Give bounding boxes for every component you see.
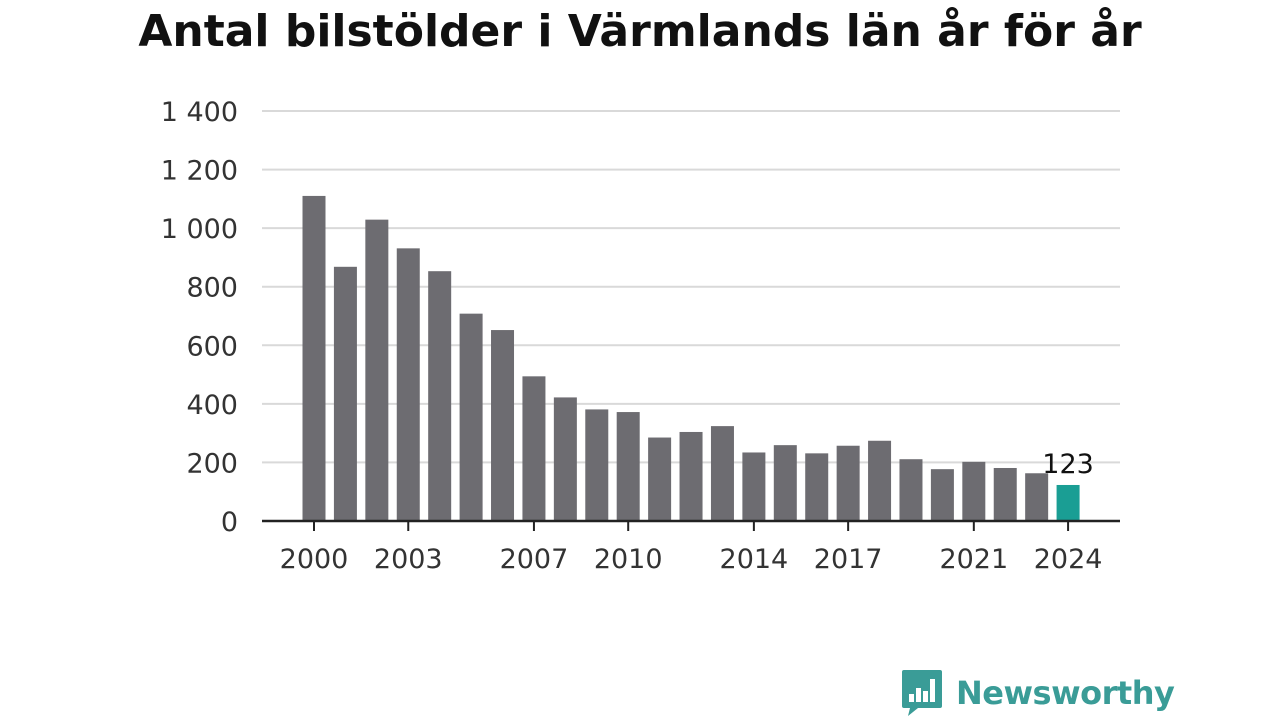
data-labels: 123 — [1042, 449, 1094, 480]
bar-2013 — [710, 426, 734, 521]
bar-2011 — [648, 437, 672, 521]
y-tick-label: 1 000 — [161, 214, 238, 245]
bar-2007 — [522, 376, 546, 521]
bar-2008 — [553, 397, 577, 521]
newsworthy-logo: Newsworthy — [902, 670, 1175, 716]
bar-2002 — [365, 219, 389, 521]
bar-2021 — [962, 461, 986, 521]
bar-2018 — [868, 440, 892, 521]
y-tick-label: 400 — [186, 390, 238, 421]
x-tick-label: 2014 — [720, 544, 789, 575]
x-tick-label: 2010 — [594, 544, 663, 575]
bar-2023 — [1025, 473, 1049, 521]
newsworthy-logo-text: Newsworthy — [956, 674, 1175, 712]
bar-2004 — [428, 271, 452, 521]
bar-2006 — [491, 330, 515, 521]
bars — [302, 195, 1080, 521]
bar-2015 — [773, 445, 797, 521]
x-tick-label: 2007 — [500, 544, 569, 575]
y-tick-label: 800 — [186, 273, 238, 304]
y-tick-label: 600 — [186, 331, 238, 362]
bar-2019 — [899, 459, 923, 521]
data-label-2024: 123 — [1042, 449, 1094, 480]
y-tick-label: 200 — [186, 448, 238, 479]
gridlines — [262, 110, 1120, 464]
x-axis-ticks: 2000 2003 2007 2010 2014 2017 2021 2024 — [280, 521, 1103, 575]
bar-2022 — [993, 467, 1017, 521]
bar-2001 — [333, 266, 357, 521]
x-tick-label: 2021 — [939, 544, 1008, 575]
y-tick-label: 1 200 — [161, 156, 238, 187]
x-tick-label: 2024 — [1034, 544, 1103, 575]
bar-2005 — [459, 313, 483, 521]
x-tick-label: 2003 — [374, 544, 443, 575]
bar-2020 — [930, 469, 954, 521]
newsworthy-logo-icon — [902, 670, 942, 716]
x-tick-label: 2000 — [280, 544, 349, 575]
bar-2003 — [396, 248, 420, 521]
bar-2016 — [805, 453, 829, 521]
y-tick-label: 0 — [221, 507, 238, 538]
bar-2024 — [1056, 484, 1080, 521]
bar-2014 — [742, 452, 766, 521]
bar-2010 — [616, 412, 640, 521]
bar-2017 — [836, 445, 860, 521]
bar-2012 — [679, 431, 703, 521]
y-tick-label: 1 400 — [161, 97, 238, 128]
bar-2009 — [585, 409, 609, 521]
chart-title: Antal bilstölder i Värmlands län år för … — [138, 6, 1142, 57]
y-axis-ticks: 0 200 400 600 800 1 000 1 200 1 400 — [161, 97, 238, 538]
bar-2000 — [302, 195, 326, 521]
x-tick-label: 2017 — [814, 544, 883, 575]
